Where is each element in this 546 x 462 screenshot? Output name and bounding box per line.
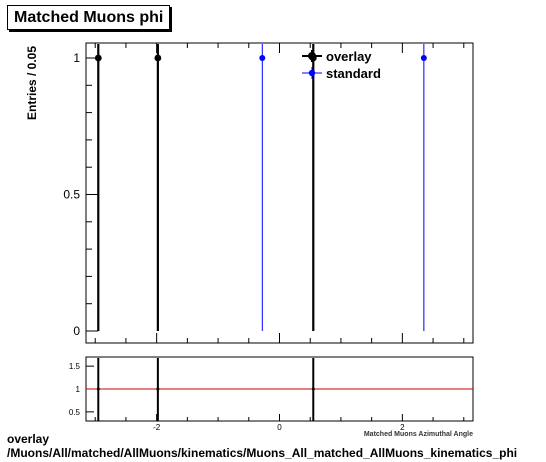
y-tick-label: 1	[73, 51, 80, 65]
chart-title: Matched Muons phi	[7, 5, 171, 30]
legend-marker	[308, 52, 316, 60]
ratio-y-tick-label: 1.5	[69, 362, 81, 371]
legend-marker	[308, 69, 316, 77]
ratio-point	[311, 387, 315, 391]
y-axis-label: Entries / 0.05	[25, 46, 39, 120]
footer-label: overlay	[7, 432, 50, 446]
ratio-point	[96, 387, 100, 391]
ratio-x-tick-label: -2	[153, 423, 161, 432]
x-axis-label: Matched Muons Azimuthal Angle	[364, 431, 473, 438]
data-point-standard	[259, 55, 266, 61]
ratio-x-tick-label: 2	[400, 423, 405, 432]
legend-label: standard	[326, 66, 381, 81]
ratio-point	[156, 387, 160, 391]
ratio-x-tick-label: 0	[277, 423, 282, 432]
data-point-standard	[420, 55, 427, 61]
plot-frame	[85, 42, 474, 344]
legend-label: overlay	[326, 49, 372, 64]
footer-path: /Muons/All/matched/AllMuons/kinematics/M…	[7, 446, 518, 460]
ratio-y-tick-label: 1	[76, 385, 81, 394]
main-plot: 0 0.5 1 Entries / 0.05 overlay standard	[25, 42, 474, 344]
y-tick-label: 0	[73, 324, 80, 338]
y-tick-label: 0.5	[63, 188, 80, 202]
data-point-overlay	[94, 54, 102, 62]
data-point-overlay	[154, 54, 162, 62]
ratio-y-tick-label: 0.5	[69, 408, 81, 417]
